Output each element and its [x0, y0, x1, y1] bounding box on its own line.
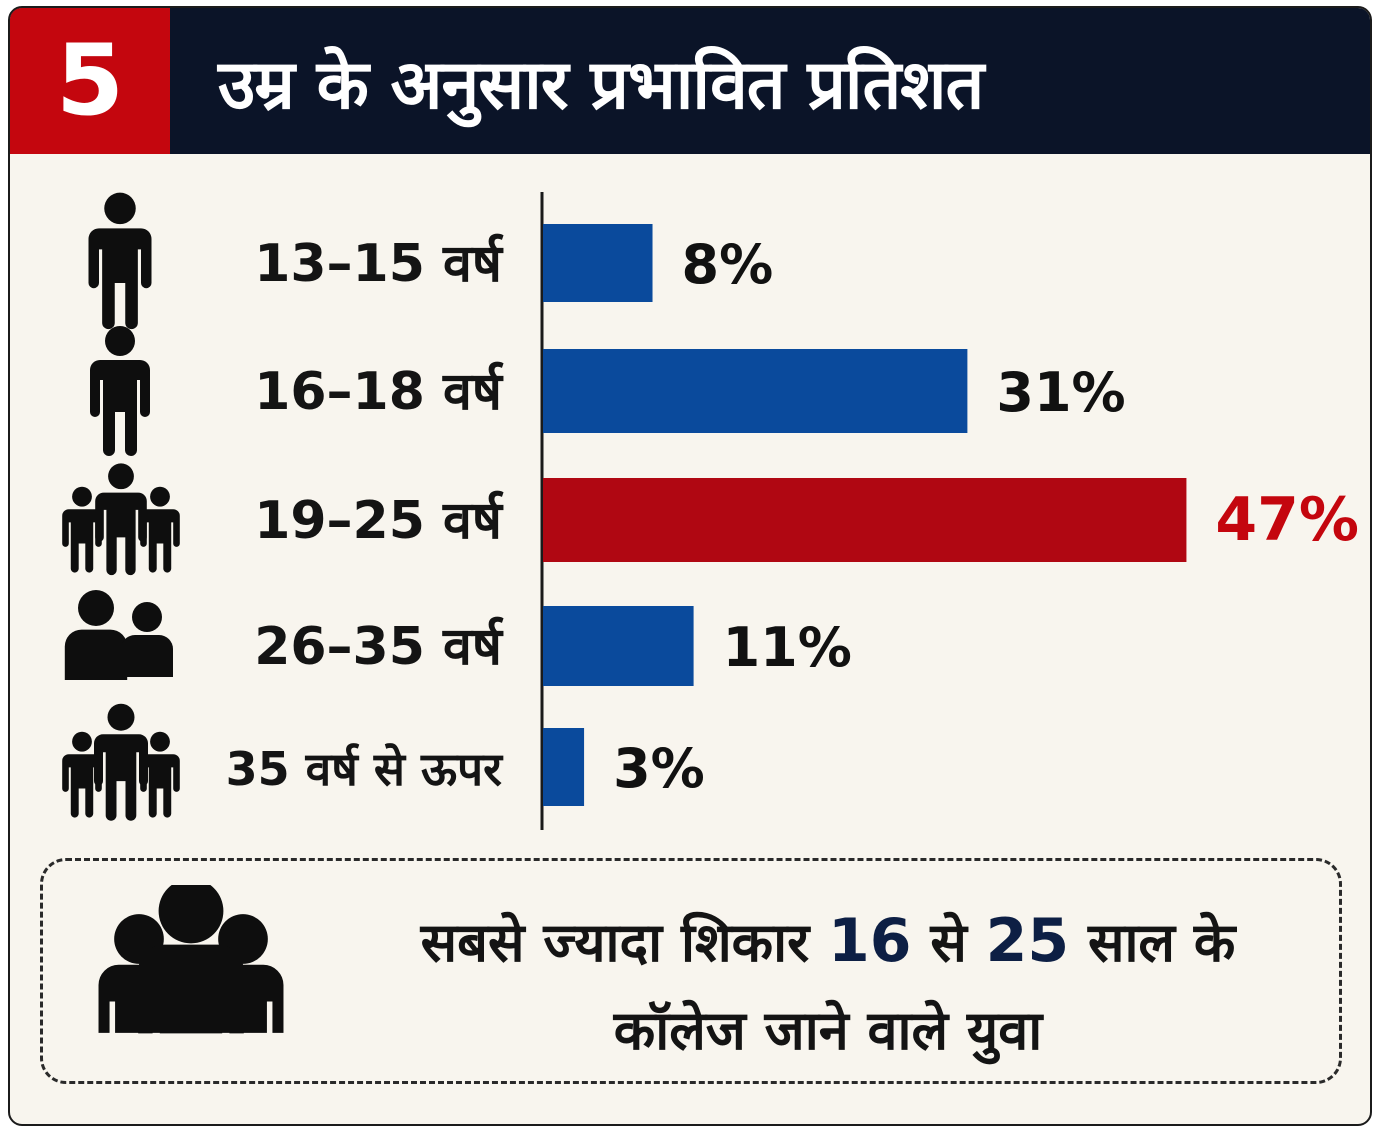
summary-age-from: 16: [828, 906, 912, 976]
bar-3: [543, 606, 694, 686]
family-group-icon: [62, 703, 180, 821]
infographic-card: 5 उम्र के अनुसार प्रभावित प्रतिशत: [8, 6, 1372, 1126]
category-label-2: 19–25 वर्ष: [254, 490, 504, 551]
summary-line2: कॉलेज जाने वाले युवा: [613, 999, 1043, 1062]
group-people-icon: [98, 885, 284, 1034]
single-person-icon: [88, 192, 152, 330]
bars: [543, 224, 1187, 806]
category-icons: [62, 192, 180, 821]
value-label-0: 8%: [682, 233, 774, 296]
summary-text: सबसे ज्यादा शिकार 16 से 25 साल के कॉलेज …: [333, 897, 1323, 1075]
bar-4: [543, 728, 585, 806]
bar-0: [543, 224, 653, 302]
category-labels: 13–15 वर्ष 16–18 वर्ष 19–25 वर्ष 26–35 वर्ष…: [226, 233, 505, 796]
summary-age-to: 25: [985, 906, 1070, 976]
value-label-2: 47%: [1215, 485, 1359, 555]
single-person-icon: [90, 326, 150, 456]
page-title: उम्र के अनुसार प्रभावित प्रतिशत: [218, 45, 984, 125]
value-label-4: 3%: [613, 737, 705, 800]
value-label-3: 11%: [723, 616, 852, 679]
summary-text-after: साल के: [1069, 911, 1236, 974]
category-label-4: 35 वर्ष से ऊपर: [226, 742, 505, 796]
two-people-icon: [64, 590, 173, 680]
value-labels: 8% 31% 47% 11% 3%: [613, 233, 1359, 800]
summary-text-before: सबसे ज्यादा शिकार: [420, 911, 829, 974]
section-number: 5: [10, 8, 170, 154]
value-label-1: 31%: [996, 361, 1125, 424]
family-group-icon: [62, 463, 180, 576]
age-bar-chart: 13–15 वर्ष 16–18 वर्ष 19–25 वर्ष 26–35 वर्ष…: [62, 192, 1359, 830]
bar-2: [543, 478, 1187, 562]
bar-1: [543, 349, 968, 433]
summary-text-mid: से: [911, 911, 986, 974]
summary-box: सबसे ज्यादा शिकार 16 से 25 साल के कॉलेज …: [40, 858, 1342, 1084]
category-label-0: 13–15 वर्ष: [254, 233, 504, 294]
header-bar: 5 उम्र के अनुसार प्रभावित प्रतिशत: [10, 8, 1370, 154]
category-label-3: 26–35 वर्ष: [254, 616, 504, 677]
category-label-1: 16–18 वर्ष: [254, 361, 504, 422]
